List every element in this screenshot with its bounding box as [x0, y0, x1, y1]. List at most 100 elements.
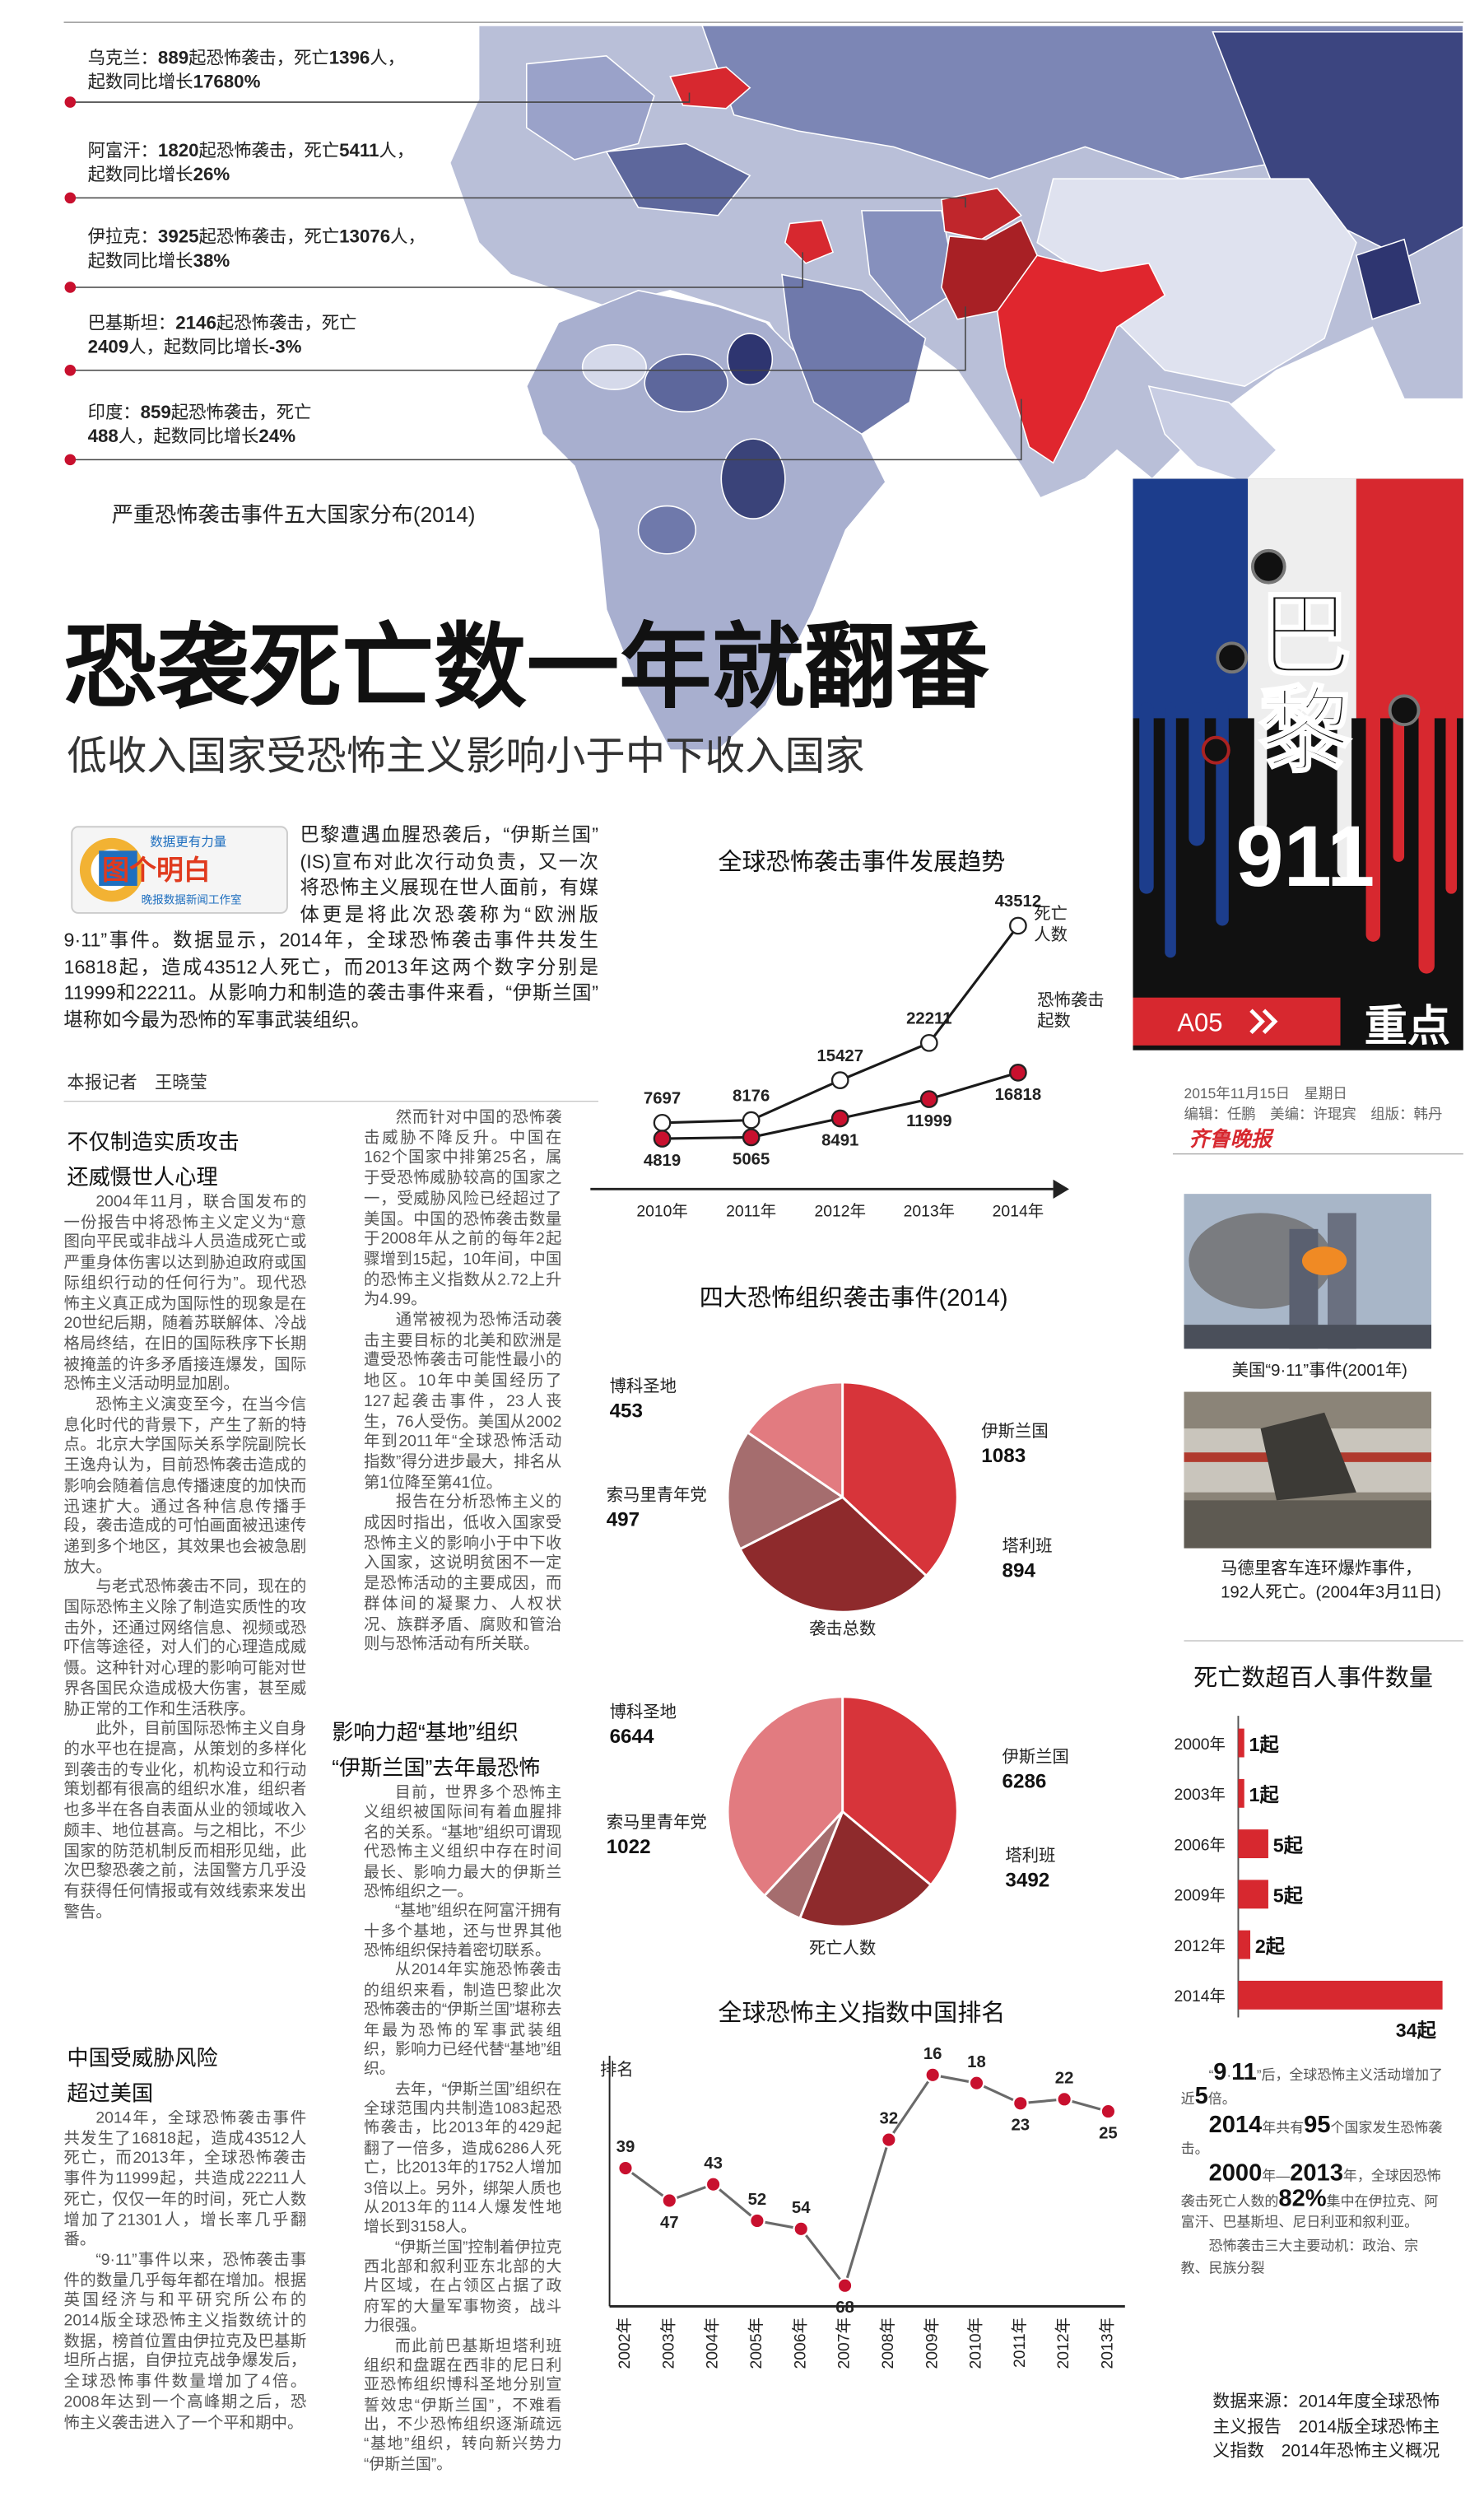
x-tick-label: 2005年 [747, 2318, 765, 2369]
x-tick-label: 2014年 [993, 1202, 1044, 1220]
data-label: 54 [792, 2199, 811, 2217]
callout: 乌克兰：889起恐怖袭击，死亡1396人， 起数同比增长17680% [88, 48, 471, 96]
callout: 巴基斯坦：2146起恐怖袭击，死亡 2409人，起数同比增长-3% [88, 313, 471, 361]
paragraph: 2000年—2013年，全球因恐怖袭击死亡人数的82%集中在伊拉克、阿富汗、巴基… [1180, 2159, 1441, 2230]
pie-label: 袭击总数 [809, 1619, 876, 1638]
drip [1418, 702, 1435, 974]
banner: 巴黎 911 A05 重点 [1133, 478, 1463, 1051]
callout-line-text: 488人，起数同比增长24% [87, 427, 296, 447]
drip [1139, 702, 1154, 894]
map-iraq [784, 219, 834, 264]
y-tick-label: 2006年 [1174, 1836, 1225, 1854]
x-tick-label: 2010年 [636, 1202, 687, 1220]
callout-line-text: 起数同比增长26% [87, 165, 230, 185]
slice-value: 497 [607, 1508, 640, 1530]
data-line [662, 925, 1020, 1125]
callout-line-text: 伊拉克：3925起恐怖袭击，死亡13076人， [87, 228, 426, 248]
pie-slice [726, 1430, 845, 1551]
slice-name: 伊斯兰国 [1003, 1747, 1069, 1766]
data-label: 43512 [995, 892, 1042, 911]
paragraph: 从2014年实施恐怖袭击的组织来看，制造巴黎此次恐怖袭击的“伊斯兰国”堪称去年最… [364, 1962, 562, 2079]
badge-main: 图个明白 [102, 855, 211, 885]
callout-dot [64, 364, 77, 376]
chevron [1262, 1009, 1278, 1035]
drip [1254, 702, 1268, 831]
chart-title: 全球恐怖袭击事件发展趋势 [718, 849, 1005, 876]
slice-name: 塔利班 [1003, 1536, 1053, 1555]
data-point [919, 1033, 938, 1052]
fire [1301, 1246, 1347, 1276]
data-point [749, 2212, 765, 2229]
paragraph: “伊斯兰国”控制着伊拉克西北部和叙利亚东北部的大片区域，在占领区占据了政府军的大… [364, 2238, 562, 2336]
callout-line [70, 92, 691, 103]
paragraph: “9·11”后，全球恐怖主义活动增加了近5倍。 [1180, 2061, 1444, 2111]
data-label: 16818 [995, 1086, 1042, 1104]
bullet-hole [1216, 641, 1249, 674]
map-afghanistan [940, 187, 1022, 240]
section-heading: 还威慑世人心理 [67, 1165, 218, 1190]
map [449, 25, 1464, 751]
data-label: 39 [616, 2138, 635, 2156]
map-china [1036, 178, 1357, 387]
data-line [625, 2073, 1109, 2289]
map-iran [861, 210, 959, 324]
map-region [644, 353, 728, 412]
article-column: 然而针对中国的恐怖袭击威胁不降反升。中国在162个国家中排第25名，属于受恐怖威… [364, 1109, 561, 1703]
callout-lines [70, 92, 1022, 461]
x-tick-label: 2012年 [1054, 2318, 1072, 2369]
bar [1238, 1880, 1268, 1909]
bar [1238, 1829, 1268, 1859]
section-heading: 中国受威胁风险 [67, 2046, 218, 2071]
bullet-hole [1250, 548, 1286, 585]
data-label: 1起 [1249, 1734, 1280, 1755]
article-column: 2014年，全球恐怖袭击事件共发生了16818起，造成43512人死亡，而201… [64, 2110, 307, 2498]
photo-caption: 美国“9·11”事件(2001年) [1232, 1361, 1407, 1380]
y-tick-label: 2003年 [1174, 1786, 1225, 1804]
callout: 伊拉克：3925起恐怖袭击，死亡13076人， 起数同比增长38% [88, 226, 471, 274]
x-tick-label: 2004年 [704, 2318, 722, 2369]
data-point [653, 1113, 672, 1132]
data-label: 5起 [1273, 1834, 1304, 1856]
drip [1445, 702, 1458, 894]
skyline [1184, 1325, 1432, 1349]
badge-top: 数据更有力量 [150, 835, 226, 850]
map-korea [1355, 238, 1421, 320]
data-point [968, 2075, 985, 2092]
tracks [1184, 1500, 1432, 1549]
page-tab [1133, 997, 1341, 1046]
x-tick-label: 2003年 [659, 2318, 677, 2369]
x-tick-label: 2011年 [1011, 2318, 1029, 2368]
x-tick-label: 2009年 [923, 2318, 941, 2369]
data-label: 68 [835, 2299, 854, 2317]
intro: 巴黎遭遇血腥恐袭后，“伊斯兰国”(IS)宣布对此次行动负责，又一次将恐怖主义展现… [63, 823, 599, 1031]
callout-dots [64, 96, 77, 466]
x-tick-label: 2008年 [879, 2318, 897, 2369]
data-point [742, 1128, 761, 1147]
wreck [1260, 1412, 1356, 1501]
data-point [830, 1109, 849, 1128]
series-name: 死亡人数 [1034, 905, 1068, 944]
badge: 数据更有力量 图个明白 晚报数据新闻工作室 [71, 826, 288, 914]
drip [1165, 702, 1176, 958]
drip [1216, 702, 1229, 926]
slice-value: 453 [610, 1400, 643, 1423]
paragraph: 然而针对中国的恐怖袭击威胁不降反升。中国在162个国家中排第25名，属于受恐怖威… [364, 1109, 562, 1310]
map-africa [525, 290, 886, 751]
slice-name: 索马里青年党 [607, 1813, 707, 1832]
data-label: 2起 [1255, 1936, 1286, 1957]
y-tick-label: 2000年 [1174, 1735, 1225, 1754]
bullet-hole [1201, 735, 1230, 765]
section-heading: “伊斯兰国”去年最恐怖 [332, 1755, 541, 1780]
callout: 印度：859起恐怖袭击，死亡 488人，起数同比增长24% [88, 403, 471, 450]
paragraph: 2014年，全球恐怖袭击事件共发生了16818起，造成43512人死亡，而201… [63, 2109, 307, 2250]
section-heading: 影响力超“基地”组织 [332, 1720, 519, 1745]
data-point [617, 2159, 634, 2177]
flag-red [1356, 478, 1463, 719]
bullet-hole [1388, 694, 1421, 727]
slice-value: 6286 [1003, 1770, 1047, 1792]
pie-slice [841, 1695, 959, 1887]
data-source: 数据来源：2014年度全球恐怖主义报告 2014版全球恐怖主义指数 2014年恐… [1212, 2392, 1440, 2462]
data-label: 8176 [733, 1087, 770, 1105]
x-tick-label: 2006年 [791, 2318, 809, 2369]
pie-slice [726, 1695, 844, 1898]
